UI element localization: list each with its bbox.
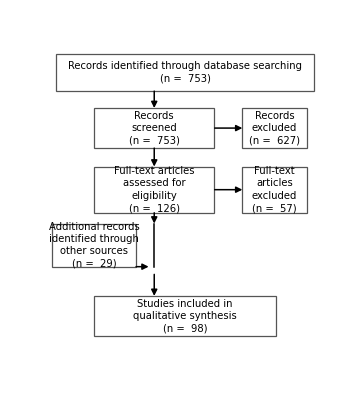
Text: Full-text articles
assessed for
eligibility
(n =  126): Full-text articles assessed for eligibil… [114, 166, 195, 213]
Text: Full-text
articles
excluded
(n =  57): Full-text articles excluded (n = 57) [252, 166, 297, 213]
FancyBboxPatch shape [94, 296, 276, 336]
FancyBboxPatch shape [52, 224, 136, 267]
Text: Studies included in
qualitative synthesis
(n =  98): Studies included in qualitative synthesi… [133, 298, 237, 333]
FancyBboxPatch shape [94, 108, 214, 148]
Text: Records identified through database searching
(n =  753): Records identified through database sear… [68, 62, 302, 84]
Text: Records
screened
(n =  753): Records screened (n = 753) [129, 111, 180, 146]
FancyBboxPatch shape [94, 166, 214, 213]
FancyBboxPatch shape [56, 54, 314, 91]
FancyBboxPatch shape [242, 166, 307, 213]
FancyBboxPatch shape [242, 108, 307, 148]
Text: Records
excluded
(n =  627): Records excluded (n = 627) [249, 111, 300, 146]
Text: Additional records
identified through
other sources
(n =  29): Additional records identified through ot… [49, 222, 139, 269]
